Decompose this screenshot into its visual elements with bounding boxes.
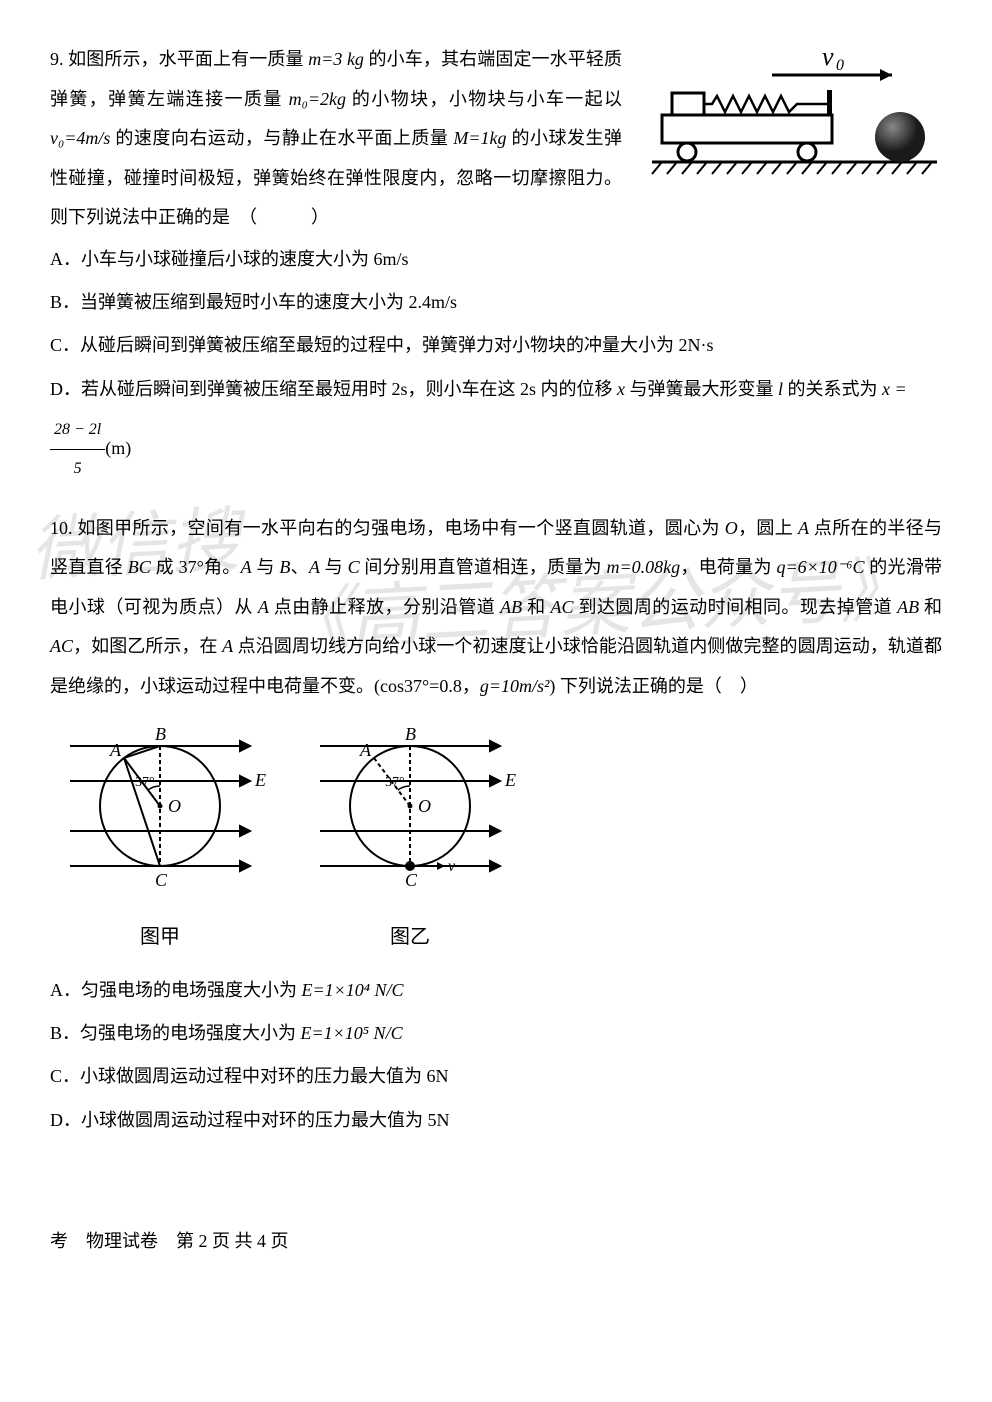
q10-option-b: B．匀强电场的电场强度大小为 E=1×10⁵ N/C: [50, 1012, 942, 1055]
svg-text:0: 0: [836, 57, 844, 74]
svg-text:37°: 37°: [135, 775, 155, 790]
q9-option-b: B．当弹簧被压缩到最短时小车的速度大小为 2.4m/s: [50, 281, 942, 324]
q10-BC: BC: [128, 557, 151, 577]
svg-text:O: O: [418, 796, 431, 816]
q10-t2: ，圆上: [738, 518, 798, 538]
q9-diagram: v 0: [642, 40, 942, 205]
q10-t13: 到达圆周的运动时间相同。现去掉管道: [574, 597, 898, 617]
q10-t8: 间分别用直管道相连，质量为: [360, 557, 607, 577]
question-10: 10. 如图甲所示，空间有一水平向右的匀强电场，电场中有一个竖直圆轨道，圆心为 …: [50, 509, 942, 1142]
svg-text:E: E: [254, 770, 266, 790]
q9-t1: 9. 如图所示，水平面上有一质量: [50, 49, 308, 69]
q10-t7: 与: [320, 557, 348, 577]
q10-t9: ，电荷量为: [680, 557, 776, 577]
svg-text:B: B: [405, 724, 416, 744]
svg-text:A: A: [359, 740, 372, 760]
q10-b-val: E=1×10⁵ N/C: [301, 1023, 403, 1043]
q9-m: m=3 kg: [308, 49, 364, 69]
q10-g: g=10m/s²: [480, 676, 550, 696]
diagram-jia: A B C O E 37° 图甲: [50, 716, 270, 959]
q10-B: B: [279, 557, 290, 577]
q10-t11: 点由静止释放，分别沿管道: [269, 597, 500, 617]
q9-option-a: A．小车与小球碰撞后小球的速度大小为 6m/s: [50, 238, 942, 281]
q9-d-mid: 与弹簧最大形变量: [625, 379, 778, 399]
q10-AC: AC: [551, 597, 574, 617]
svg-text:E: E: [504, 770, 516, 790]
q9-t4: 的速度向右运动，与静止在水平面上质量: [110, 128, 453, 148]
q9-frac-left: x =: [882, 379, 907, 399]
q10-option-d: D．小球做圆周运动过程中对环的压力最大值为 5N: [50, 1099, 942, 1142]
svg-text:O: O: [168, 796, 181, 816]
q10-A: A: [798, 518, 809, 538]
q10-q: q=6×10⁻⁶C: [776, 557, 864, 577]
q10-t6: 、: [290, 557, 309, 577]
q10-A3: A: [309, 557, 320, 577]
q9-d-post: 的关系式为: [783, 379, 882, 399]
q9-frac-num: 28 − 2l: [50, 411, 105, 450]
svg-text:C: C: [405, 870, 418, 890]
q10-t4: 成 37°角。: [151, 557, 241, 577]
svg-text:A: A: [109, 740, 122, 760]
q10-stem: 10. 如图甲所示，空间有一水平向右的匀强电场，电场中有一个竖直圆轨道，圆心为 …: [50, 509, 942, 707]
q10-t15: ，如图乙所示，在: [73, 636, 222, 656]
q9-option-c: C．从碰后瞬间到弹簧被压缩至最短的过程中，弹簧弹力对小物块的冲量大小为 2N·s: [50, 324, 942, 367]
q9-frac-den: 5: [50, 450, 105, 488]
q10-A4: A: [258, 597, 269, 617]
q10-t1: 10. 如图甲所示，空间有一水平向右的匀强电场，电场中有一个竖直圆轨道，圆心为: [50, 518, 725, 538]
diagram-yi: A B C O E v 37° 图乙: [300, 716, 520, 959]
q10-t17: ) 下列说法正确的是（ ）: [549, 676, 758, 696]
q9-x: x: [617, 379, 625, 399]
diagram-yi-label: 图乙: [300, 915, 520, 959]
q9-v0: v₀=4m/s: [50, 128, 110, 148]
q10-a-val: E=1×10⁴ N/C: [302, 980, 404, 1000]
page-footer: 考 物理试卷 第 2 页 共 4 页: [50, 1222, 942, 1262]
q10-m: m=0.08kg: [607, 557, 681, 577]
q9-m0: m₀=2kg: [289, 89, 346, 109]
q9-frac-unit: (m): [105, 438, 131, 458]
q10-a-pre: A．匀强电场的电场强度大小为: [50, 980, 302, 1000]
v0-label: v: [822, 42, 834, 71]
q10-A2: A: [241, 557, 252, 577]
q10-t5: 与: [252, 557, 280, 577]
q10-O: O: [725, 518, 738, 538]
q9-d-pre: D．若从碰后瞬间到弹簧被压缩至最短用时 2s，则小车在这 2s 内的位移: [50, 379, 617, 399]
q9-option-d: D．若从碰后瞬间到弹簧被压缩至最短用时 2s，则小车在这 2s 内的位移 x 与…: [50, 368, 942, 489]
svg-text:B: B: [155, 724, 166, 744]
q10-t12: 和: [522, 597, 550, 617]
q10-t14: 和: [919, 597, 942, 617]
q10-C: C: [348, 557, 360, 577]
q10-option-c: C．小球做圆周运动过程中对环的压力最大值为 6N: [50, 1055, 942, 1098]
q9-M: M=1kg: [453, 128, 506, 148]
q10-AB2: AB: [897, 597, 919, 617]
q9-t3: 的小物块，小物块与小车一起以: [346, 89, 622, 109]
question-9: v 0: [50, 40, 942, 489]
svg-text:C: C: [155, 870, 168, 890]
q9-fraction: 28 − 2l5: [50, 411, 105, 489]
q10-b-pre: B．匀强电场的电场强度大小为: [50, 1023, 301, 1043]
q10-option-a: A．匀强电场的电场强度大小为 E=1×10⁴ N/C: [50, 969, 942, 1012]
q10-diagrams: A B C O E 37° 图甲: [50, 716, 942, 959]
q10-A5: A: [222, 636, 233, 656]
svg-text:37°: 37°: [385, 775, 405, 790]
svg-text:v: v: [448, 858, 456, 875]
q10-AB: AB: [500, 597, 522, 617]
q10-AC2: AC: [50, 636, 73, 656]
diagram-jia-label: 图甲: [50, 915, 270, 959]
